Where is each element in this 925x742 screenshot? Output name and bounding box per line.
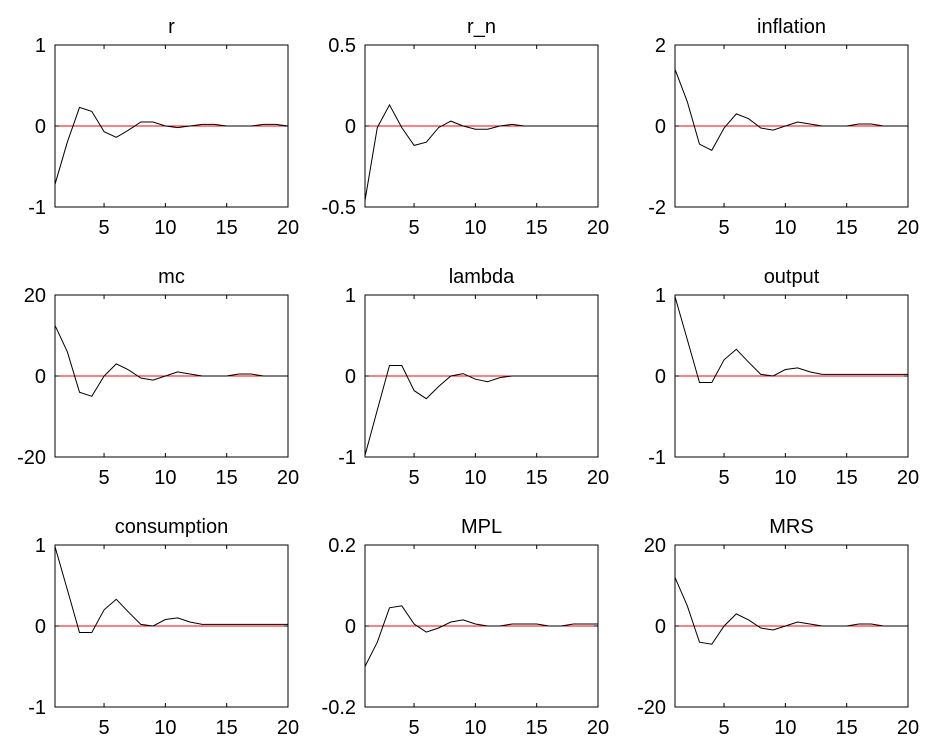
y-tick-label: -0.2	[322, 697, 356, 719]
x-tick-label: 20	[277, 467, 299, 489]
x-tick-label: 20	[897, 467, 919, 489]
x-tick-label: 5	[718, 467, 729, 489]
series-line	[54, 325, 288, 397]
x-tick-label: 10	[774, 217, 796, 239]
x-tick-label: 20	[587, 217, 609, 239]
subplot-title: consumption	[115, 516, 228, 538]
x-tick-label: 5	[718, 217, 729, 239]
x-tick-label: 20	[277, 217, 299, 239]
subplot-title: r_n	[467, 16, 496, 38]
y-tick-label: 20	[24, 285, 46, 307]
x-tick-label: 20	[897, 217, 919, 239]
y-tick-label: -20	[17, 447, 46, 469]
x-tick-label: 10	[464, 467, 486, 489]
subplot-r: r 5 10 15 20 -1 0 1	[28, 16, 299, 239]
y-tick-label: 1	[35, 535, 46, 557]
subplot-title: output	[764, 266, 820, 288]
y-tick-label: -20	[637, 697, 666, 719]
subplot-title: MPL	[461, 516, 502, 538]
y-tick-label: 20	[644, 535, 666, 557]
x-tick-label: 15	[526, 217, 548, 239]
x-tick-label: 15	[836, 217, 858, 239]
x-tick-label: 5	[408, 717, 419, 739]
x-tick-label: 15	[216, 717, 238, 739]
series-line	[674, 296, 908, 383]
x-tick-label: 10	[774, 467, 796, 489]
subplot-mpl: MPL 5 10 15 20 -0.2 0 0.2	[322, 516, 610, 739]
subplot-title: r	[168, 16, 175, 38]
subplot-mc: mc 5 10 15 20 -20 0 20	[17, 266, 299, 489]
y-tick-label: -1	[648, 447, 666, 469]
series-line	[364, 365, 598, 456]
series-line	[54, 546, 288, 633]
subplot-title: lambda	[449, 266, 515, 288]
y-tick-label: 2	[655, 35, 666, 57]
subplot-title: MRS	[769, 516, 813, 538]
x-tick-label: 20	[587, 717, 609, 739]
x-tick-label: 15	[216, 217, 238, 239]
y-tick-label: -1	[28, 197, 46, 219]
x-tick-label: 5	[718, 717, 729, 739]
y-tick-label: 0	[345, 116, 356, 138]
x-tick-label: 10	[464, 217, 486, 239]
subplot-title: inflation	[757, 16, 826, 38]
x-tick-label: 10	[774, 717, 796, 739]
subplot-output: output 5 10 15 20 -1 0 1	[648, 266, 919, 489]
y-tick-label: 0	[345, 616, 356, 638]
y-tick-label: 0	[35, 616, 46, 638]
y-tick-label: 0	[655, 366, 666, 388]
y-tick-label: -1	[338, 447, 356, 469]
y-tick-label: -0.5	[322, 197, 356, 219]
x-tick-label: 10	[154, 217, 176, 239]
y-tick-label: 0	[35, 366, 46, 388]
x-tick-label: 10	[154, 467, 176, 489]
x-tick-label: 5	[408, 467, 419, 489]
series-line	[674, 69, 908, 151]
x-tick-label: 15	[526, 717, 548, 739]
x-tick-label: 5	[98, 467, 109, 489]
subplot-mrs: MRS 5 10 15 20 -20 0 20	[637, 516, 919, 739]
series-line	[674, 577, 908, 645]
x-tick-label: 5	[98, 217, 109, 239]
series-line	[364, 103, 598, 201]
x-tick-label: 5	[408, 217, 419, 239]
y-tick-label: 0	[35, 116, 46, 138]
subplot-inflation: inflation 5 10 15 20 -2 0 2	[648, 16, 919, 239]
subplot-r-n: r_n 5 10 15 20 -0.5 0 0.5	[322, 16, 610, 239]
series-line	[364, 605, 598, 667]
subplot-lambda: lambda 5 10 15 20 -1 0 1	[338, 266, 609, 489]
x-tick-label: 15	[216, 467, 238, 489]
y-tick-label: 0.2	[328, 535, 356, 557]
y-tick-label: 0	[655, 116, 666, 138]
y-tick-label: -1	[28, 697, 46, 719]
y-tick-label: 0	[655, 616, 666, 638]
x-tick-label: 10	[464, 717, 486, 739]
y-tick-label: 0.5	[328, 35, 356, 57]
y-tick-label: 1	[35, 35, 46, 57]
x-tick-label: 20	[587, 467, 609, 489]
x-tick-label: 15	[526, 467, 548, 489]
x-tick-label: 20	[277, 717, 299, 739]
y-tick-label: -2	[648, 197, 666, 219]
x-tick-label: 20	[897, 717, 919, 739]
y-tick-label: 0	[345, 366, 356, 388]
x-tick-label: 15	[836, 467, 858, 489]
y-tick-label: 1	[655, 285, 666, 307]
subplot-consumption: consumption 5 10 15 20 -1 0 1	[28, 516, 299, 739]
x-tick-label: 10	[154, 717, 176, 739]
x-tick-label: 15	[836, 717, 858, 739]
subplot-title: mc	[158, 266, 185, 288]
x-tick-label: 5	[98, 717, 109, 739]
series-line	[54, 106, 289, 185]
y-tick-label: 1	[345, 285, 356, 307]
